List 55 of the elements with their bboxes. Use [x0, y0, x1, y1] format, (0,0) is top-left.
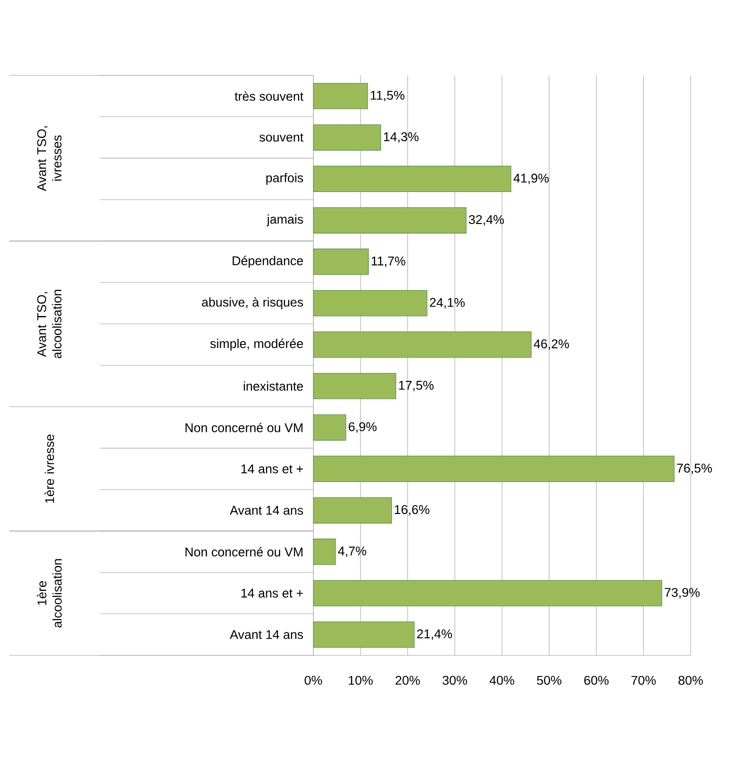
bar [313, 497, 392, 524]
y-tick-label: jamais [266, 214, 304, 226]
bar [313, 124, 382, 151]
y-tick-label: Avant 14 ans [230, 630, 304, 640]
y-tick-label: 14 ans et + [241, 464, 303, 474]
y-tick-label: simple, modérée [210, 338, 303, 351]
bar [313, 580, 662, 606]
bar [313, 414, 346, 441]
y-tick-label: Avant 14 ans [230, 506, 304, 515]
bar [313, 538, 336, 565]
y-tick-label: Non concerné ou VM [186, 422, 302, 432]
y-tick-label: abusive, à risques [202, 297, 304, 310]
data-label: 17,5% [399, 380, 434, 392]
x-tick-label: 10% [348, 676, 373, 685]
x-tick-label: 40% [490, 676, 514, 685]
y-tick-label: 14 ans et + [241, 588, 303, 598]
y-tick-label: parfois [266, 173, 304, 185]
bar [313, 290, 428, 316]
text: 1ère alcoolisation [36, 559, 62, 628]
x-tick-label: 60% [584, 676, 609, 685]
y-tick-label: très souvent [234, 91, 304, 101]
text: Avant TSO, alcoolisation [37, 290, 62, 358]
data-label: 46,2% [534, 339, 569, 350]
bar [313, 82, 368, 110]
y-tick-label: inexistante [244, 381, 303, 391]
data-label: 24,1% [430, 298, 465, 308]
data-label: 32,4% [468, 215, 504, 226]
data-label: 14,3% [384, 132, 419, 143]
y-tick-label: Dépendance [232, 256, 303, 268]
x-tick-label: 80% [678, 676, 703, 685]
text: Avant TSO, ivresses [37, 126, 62, 192]
x-tick-label: 20% [396, 676, 420, 685]
bar [313, 456, 674, 482]
bar [313, 207, 466, 234]
data-label: 21,4% [417, 629, 452, 640]
bar [313, 166, 512, 192]
x-tick-label: 50% [536, 676, 562, 685]
data-label: 76,5% [677, 464, 712, 474]
y-tick-label: Non concerné ou VM [186, 547, 302, 556]
data-label: 4,7% [338, 546, 366, 557]
data-label: 41,9% [514, 174, 549, 184]
text: 1ère ivresse [44, 434, 54, 503]
data-label: 6,9% [348, 422, 377, 433]
x-tick-label: 70% [631, 676, 656, 685]
data-label: 11,7% [372, 256, 406, 267]
data-label: 73,9% [664, 588, 700, 598]
bar [313, 332, 532, 358]
x-tick-label: 30% [442, 676, 468, 685]
data-label: 11,5% [370, 90, 404, 102]
data-label: 16,6% [394, 505, 430, 516]
x-tick-label: 0% [304, 676, 322, 685]
bar [313, 372, 396, 400]
bar [313, 622, 415, 648]
bar [313, 248, 369, 275]
y-tick-label: souvent [260, 133, 304, 142]
